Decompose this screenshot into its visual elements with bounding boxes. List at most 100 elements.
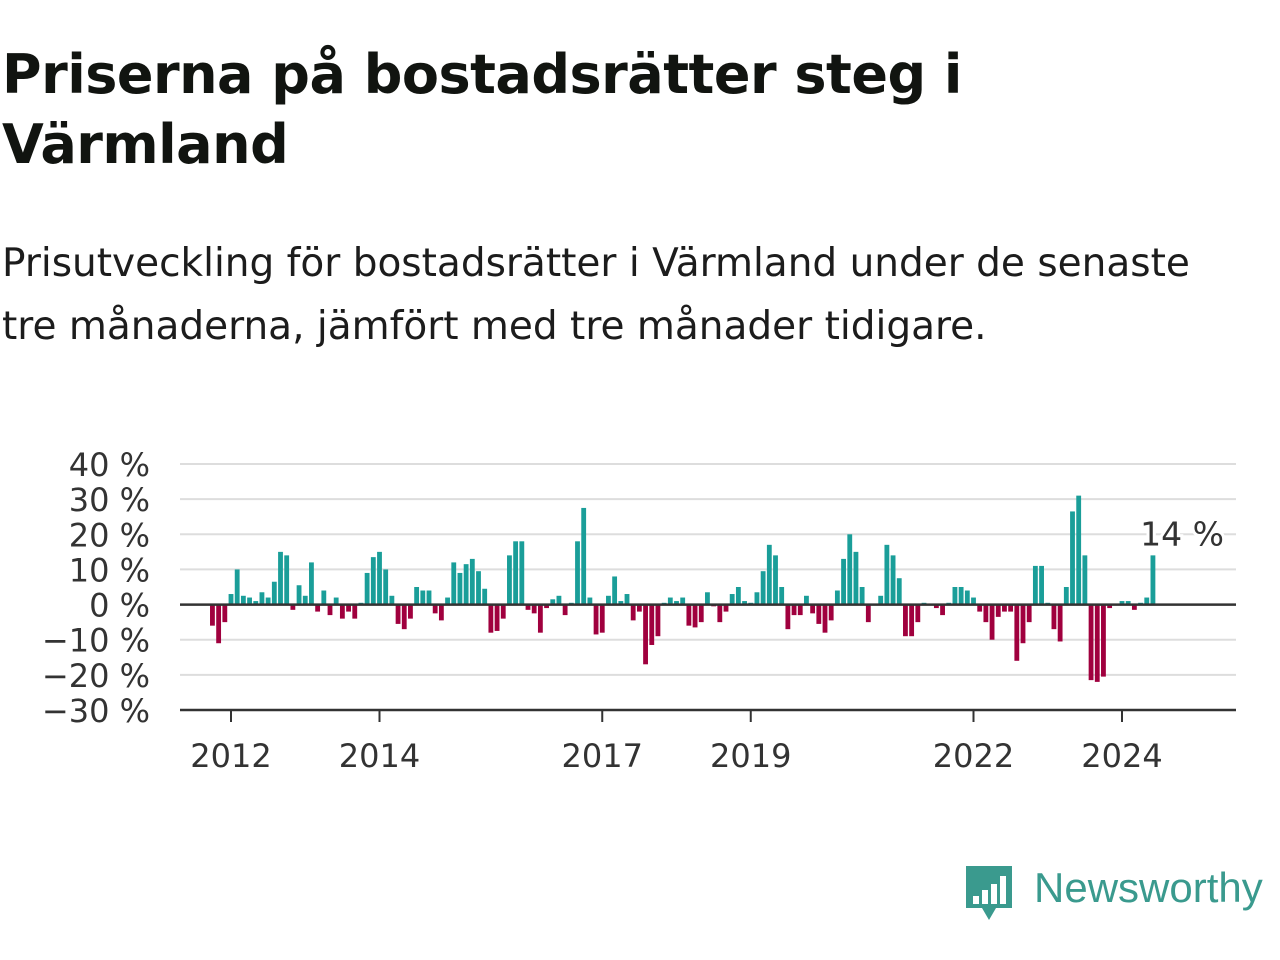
x-tick-label: 2012 xyxy=(190,737,271,775)
bar xyxy=(1032,565,1038,605)
bar xyxy=(1144,597,1150,605)
bar xyxy=(259,592,265,605)
bar xyxy=(240,595,246,605)
y-tick-label: −10 % xyxy=(42,622,150,660)
bar xyxy=(766,544,772,605)
bar xyxy=(556,595,562,605)
bar xyxy=(1039,565,1044,605)
bar xyxy=(507,555,512,605)
bar xyxy=(618,601,624,605)
bar xyxy=(395,604,401,624)
bar xyxy=(791,604,797,616)
y-tick-label: −30 % xyxy=(42,692,150,730)
bar xyxy=(1082,555,1088,605)
bar xyxy=(896,578,902,605)
bar xyxy=(1008,604,1014,612)
bar xyxy=(636,604,642,612)
bar xyxy=(729,594,735,605)
bar xyxy=(1002,604,1007,612)
bar xyxy=(1063,587,1069,605)
bar xyxy=(1131,604,1137,610)
bar xyxy=(964,590,970,605)
bar xyxy=(834,590,840,605)
bar xyxy=(686,604,692,626)
brand-name: Newsworthy xyxy=(1034,864,1263,911)
bar xyxy=(1057,604,1063,642)
bar xyxy=(847,534,853,605)
bar xyxy=(321,590,327,605)
bar xyxy=(674,601,679,605)
y-tick-label: 0 % xyxy=(89,587,150,625)
bar xyxy=(735,587,741,605)
bar xyxy=(370,557,376,605)
bar xyxy=(445,597,450,605)
bar xyxy=(1119,601,1125,605)
bar xyxy=(482,588,488,605)
bar xyxy=(785,604,791,630)
bar xyxy=(463,564,469,605)
x-tick-label: 2017 xyxy=(562,737,643,775)
bar xyxy=(624,594,630,605)
bar xyxy=(339,604,345,619)
bar xyxy=(432,604,438,614)
chart-subtitle: Prisutveckling för bostadsrätter i Värml… xyxy=(2,241,1190,349)
bar xyxy=(309,562,314,605)
bar xyxy=(414,587,420,605)
bar xyxy=(723,604,729,612)
bar xyxy=(1020,604,1026,644)
bar xyxy=(457,572,463,605)
bar-chart: 40 %30 %20 %10 %0 %−10 %−20 %−30 % 2012 2… xyxy=(42,446,1236,775)
bar xyxy=(247,597,252,605)
x-tick-label: 2019 xyxy=(710,737,791,775)
bar xyxy=(779,587,785,605)
last-value-annotation: 14 % xyxy=(1140,514,1224,553)
bar xyxy=(1107,604,1113,609)
y-tick-label: 10 % xyxy=(69,551,150,589)
y-tick-label: −20 % xyxy=(42,657,150,695)
bar xyxy=(228,594,234,605)
bar xyxy=(989,604,995,640)
bar xyxy=(581,507,587,605)
bar xyxy=(878,595,884,605)
bar xyxy=(346,604,351,612)
bar xyxy=(655,604,661,637)
bar xyxy=(1150,555,1156,605)
bar xyxy=(562,604,568,616)
bar xyxy=(1094,604,1100,682)
bar xyxy=(915,604,921,623)
bar xyxy=(420,590,426,605)
bar xyxy=(1051,604,1057,630)
bar xyxy=(333,597,339,605)
bar xyxy=(933,604,939,609)
bar xyxy=(253,601,259,605)
bar xyxy=(705,592,710,605)
x-tick-label: 2014 xyxy=(339,737,420,775)
bar xyxy=(884,544,890,605)
bar xyxy=(537,604,543,633)
bar xyxy=(1014,604,1020,661)
bar xyxy=(426,590,432,605)
bar xyxy=(1101,604,1106,677)
bar xyxy=(377,551,382,605)
bars xyxy=(210,495,1156,682)
bar xyxy=(210,604,215,626)
bar xyxy=(977,604,983,612)
bar xyxy=(810,604,816,614)
bar xyxy=(315,604,321,612)
bar xyxy=(575,541,580,605)
bar xyxy=(469,558,475,605)
bar xyxy=(760,571,766,605)
bar xyxy=(531,604,537,614)
y-tick-label: 40 % xyxy=(69,446,150,484)
bar xyxy=(822,604,828,633)
bar xyxy=(1070,511,1075,605)
bar xyxy=(903,604,908,637)
bar xyxy=(828,604,834,621)
bar xyxy=(692,604,698,628)
bar xyxy=(841,558,846,605)
bar xyxy=(544,604,549,609)
bar xyxy=(995,604,1001,617)
newsworthy-logo[interactable]: Newsworthy xyxy=(962,862,1272,926)
bar xyxy=(816,604,822,624)
bar xyxy=(519,541,525,605)
